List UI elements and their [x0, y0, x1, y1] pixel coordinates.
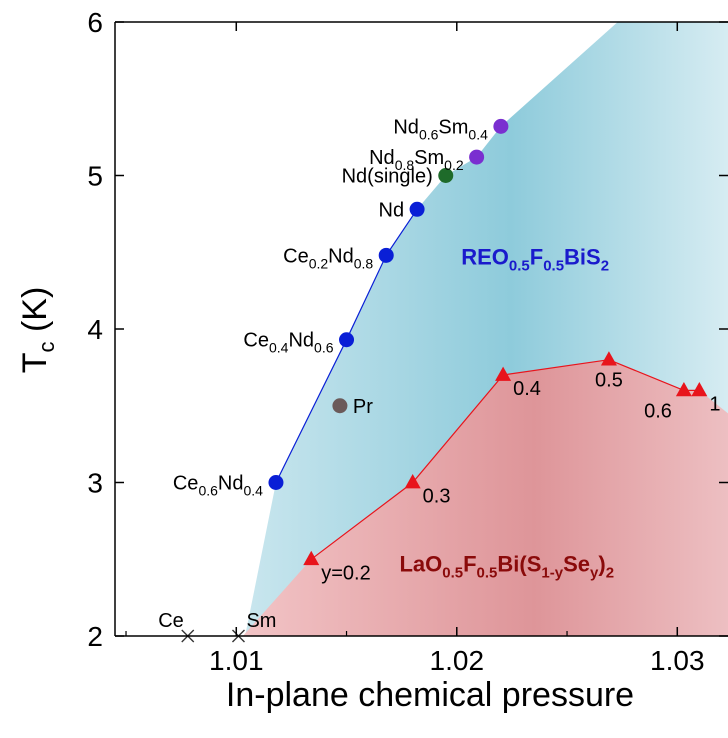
data-point	[600, 351, 617, 366]
point-label: Pr	[353, 396, 373, 418]
series-line-0	[275, 208, 418, 483]
region-label: LaO0.5F0.5Bi(S1-ySey)2	[399, 552, 614, 582]
data-point	[438, 168, 454, 183]
data-point	[378, 247, 394, 263]
point-label: 0.4	[513, 378, 541, 400]
y-axis-label: Tc (K)	[16, 287, 59, 374]
point-label: Ce0.2Nd0.8	[283, 245, 373, 271]
region-label: REO0.5F0.5BiS2	[461, 245, 609, 275]
data-point	[268, 475, 284, 490]
data-point	[469, 149, 485, 165]
point-label: Sm	[246, 610, 276, 632]
point-label: 0.3	[423, 486, 451, 508]
y-tick-label: 6	[87, 7, 103, 38]
y-tick-label: 3	[87, 468, 103, 499]
x-tick-label: 1.03	[650, 645, 705, 676]
point-label: Ce	[158, 610, 184, 632]
point-label: Nd(single)	[342, 166, 433, 188]
data-point	[303, 550, 320, 566]
y-tick-label: 5	[87, 161, 103, 192]
data-point	[493, 118, 509, 134]
y-tick-label: 2	[87, 621, 103, 652]
point-label: 0.5	[595, 370, 623, 392]
point-label: 1	[709, 393, 720, 415]
x-tick-label: 1.02	[430, 645, 485, 676]
point-label: Nd0.8Sm0.2	[369, 147, 464, 173]
point-label: Ce0.6Nd0.4	[173, 473, 263, 499]
point-label: Nd	[379, 199, 405, 221]
point-label: Nd0.6Sm0.4	[393, 116, 488, 142]
data-point	[409, 201, 425, 217]
region-area-1	[242, 359, 728, 636]
point-label: 0.6	[644, 400, 672, 422]
data-point	[339, 332, 355, 348]
data-point	[691, 381, 708, 397]
x-axis-label: In-plane chemical pressure	[226, 676, 634, 714]
y-tick-label: 4	[87, 314, 103, 345]
data-point	[495, 366, 512, 381]
data-point	[675, 381, 692, 397]
point-label: y=0.2	[321, 562, 370, 584]
point-label: Ce0.4Nd0.6	[243, 330, 333, 356]
data-point	[332, 398, 348, 414]
x-tick-label: 1.01	[209, 645, 264, 676]
data-point	[404, 474, 421, 489]
